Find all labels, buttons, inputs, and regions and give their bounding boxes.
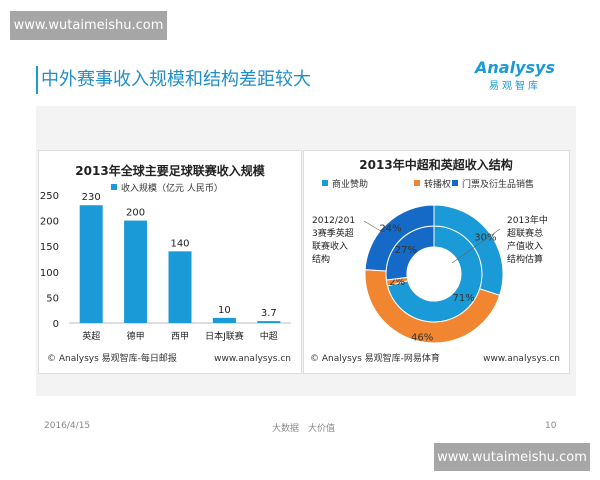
annotation-outer-ring: 2012/201 xyxy=(312,216,355,226)
annotation-inner-ring: 2013年中 xyxy=(507,214,548,226)
annotation-leader-left xyxy=(363,220,385,234)
footer-date: 2016/4/15 xyxy=(44,421,91,431)
source-url: www.analysys.cn xyxy=(214,354,291,364)
annotation-leader-right xyxy=(451,228,501,264)
y-tick-label: 50 xyxy=(46,293,59,304)
bar-1 xyxy=(124,220,148,323)
outer-ring-slice-2 xyxy=(364,204,435,272)
legend-swatch-1 xyxy=(414,180,420,186)
bar-2 xyxy=(168,251,192,323)
x-tick-label: 西甲 xyxy=(171,331,189,342)
logo-subtext: 易观智库 xyxy=(489,81,541,92)
footer-slogan: 大数据 大价值 xyxy=(272,424,336,434)
bar-0 xyxy=(79,205,103,323)
x-tick-label: 中超 xyxy=(260,330,278,342)
analysys-logo: Analysys 易观智库 xyxy=(470,58,560,92)
legend-swatch-2 xyxy=(452,180,458,186)
slide-title: 中外赛事收入规模和结构差距较大 xyxy=(36,66,311,94)
annotation-outer-ring: 结构 xyxy=(312,253,330,265)
legend-label: 商业赞助 xyxy=(332,178,368,190)
logo-text: Analysys xyxy=(475,58,555,77)
x-tick-label: 日本J联赛 xyxy=(205,330,244,342)
y-tick-label: 200 xyxy=(40,217,59,228)
x-tick-label: 英超 xyxy=(82,330,100,342)
source-note: © Analysys 易观智库-每日邮报 xyxy=(47,352,177,364)
slice-label: 24% xyxy=(379,224,401,235)
legend-swatch-0 xyxy=(322,180,328,186)
legend-label: 转播权 xyxy=(424,178,451,190)
annotation-outer-ring: 3赛季英超 xyxy=(312,227,354,239)
watermark: www.wutaimeishu.com xyxy=(10,11,167,40)
bar-chart-panel: 2013年全球主要足球联赛收入规模 收入规模（亿元 人民币） 0 50 100 150 20… xyxy=(38,150,302,374)
source-note: © Analysys 易观智库-网易体育 xyxy=(310,352,440,364)
data-label: 10 xyxy=(218,305,231,316)
annotation-inner-ring: 结构估算 xyxy=(507,253,543,265)
donut-chart-panel: 2013年中超和英超收入结构商业赞助 转播权 门票及衍生品销售 71% 2% 27% 30%… xyxy=(303,150,570,374)
watermark-bottom: www.wutaimeishu.com xyxy=(434,443,590,471)
slice-label: 27% xyxy=(395,245,417,256)
legend-label: 门票及衍生品销售 xyxy=(462,178,534,190)
bar-4 xyxy=(257,321,281,323)
slice-label: 71% xyxy=(453,293,475,304)
slice-label: 46% xyxy=(411,332,433,343)
data-label: 140 xyxy=(170,238,189,249)
slice-label: 2% xyxy=(389,277,405,288)
legend-label: 收入规模（亿元 人民币） xyxy=(121,182,223,194)
y-tick-label: 100 xyxy=(40,268,59,279)
slice-label: 30% xyxy=(474,233,496,244)
annotation-inner-ring: 产值收入 xyxy=(507,240,543,252)
data-label: 200 xyxy=(126,208,145,219)
source-url: www.analysys.cn xyxy=(483,354,560,364)
y-tick-label: 0 xyxy=(53,319,59,330)
chart-title: 2013年中超和英超收入结构 xyxy=(359,157,512,172)
chart-title: 2013年全球主要足球联赛收入规模 xyxy=(75,163,265,178)
bar-3 xyxy=(212,317,236,323)
data-label: 230 xyxy=(82,192,101,203)
x-tick-label: 德甲 xyxy=(127,330,145,342)
page-number: 10 xyxy=(545,421,557,431)
annotation-outer-ring: 联赛收入 xyxy=(312,240,348,252)
y-tick-label: 250 xyxy=(40,191,59,202)
legend-swatch xyxy=(111,184,117,190)
data-label: 3.7 xyxy=(261,308,277,319)
y-tick-label: 150 xyxy=(40,242,59,253)
annotation-inner-ring: 超联赛总 xyxy=(507,227,543,239)
